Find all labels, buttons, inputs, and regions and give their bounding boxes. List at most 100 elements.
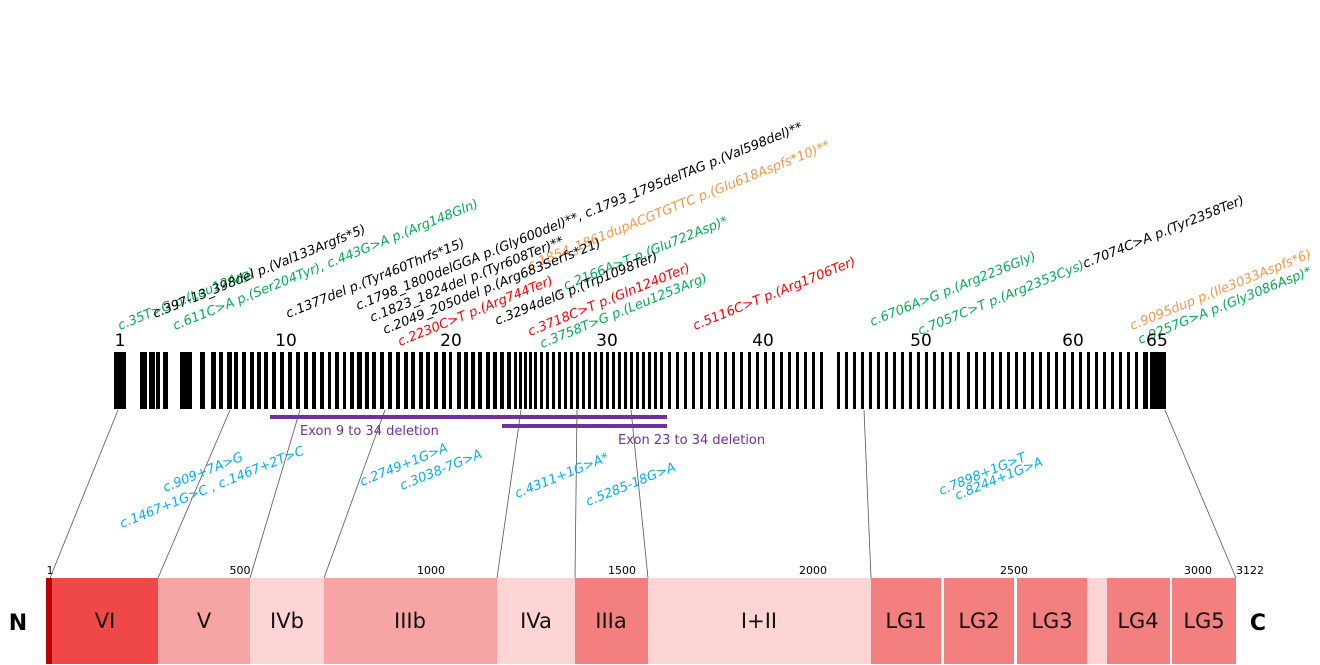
exon-bar bbox=[588, 352, 591, 409]
exon-bar bbox=[396, 352, 400, 409]
exon-bar bbox=[478, 352, 482, 409]
deletions: Exon 9 to 34 deletion Exon 23 to 34 dele… bbox=[270, 415, 765, 448]
domain-label: LG4 bbox=[1117, 609, 1158, 633]
connector-line bbox=[1164, 409, 1237, 579]
exon-bar bbox=[1119, 352, 1122, 409]
connector-line bbox=[863, 409, 872, 579]
exon-bar bbox=[426, 352, 430, 409]
domain-iiia bbox=[575, 578, 648, 664]
domain-iva bbox=[497, 578, 575, 664]
exon-bar bbox=[624, 352, 627, 409]
domain-label: LG3 bbox=[1031, 609, 1072, 633]
exon-bar bbox=[756, 352, 759, 409]
exon-bar bbox=[200, 352, 205, 409]
exon-bar bbox=[877, 352, 880, 409]
exon-bar bbox=[885, 352, 888, 409]
exon-bar bbox=[1103, 352, 1106, 409]
exon-bar bbox=[861, 352, 864, 409]
exon-number: 1 bbox=[115, 331, 126, 351]
exon-bar bbox=[668, 352, 671, 409]
exon-bar bbox=[606, 352, 609, 409]
exon-bar bbox=[1015, 352, 1018, 409]
exon-bar bbox=[909, 352, 912, 409]
protein-domains: VI V IVb IIIb IVa IIIa I+II LG1 LG2 LG3 … bbox=[9, 578, 1266, 664]
exon-bar bbox=[1135, 352, 1138, 409]
exon-bar bbox=[630, 352, 633, 409]
exon-bar bbox=[716, 352, 719, 409]
exon-bar bbox=[296, 352, 300, 409]
exon-bars bbox=[114, 352, 1166, 409]
exon-bar bbox=[820, 352, 823, 409]
exon-bar bbox=[546, 352, 549, 409]
exon-bar bbox=[335, 352, 339, 409]
domain-iiib bbox=[324, 578, 497, 664]
exon-bar bbox=[411, 352, 415, 409]
exon-bar bbox=[272, 352, 276, 409]
domain-label: IVb bbox=[270, 609, 304, 633]
exon-bar bbox=[796, 352, 799, 409]
exon-bar bbox=[1047, 352, 1050, 409]
exon-bar bbox=[1031, 352, 1034, 409]
ruler-label: 3122 bbox=[1236, 564, 1264, 577]
deletion-label: Exon 23 to 34 deletion bbox=[618, 433, 765, 448]
exon-bar bbox=[788, 352, 791, 409]
exon-bar bbox=[764, 352, 767, 409]
protein-ruler: 1 500 1000 1500 2000 2500 3000 3122 bbox=[47, 564, 1265, 577]
exon-bar bbox=[700, 352, 703, 409]
exon-bar bbox=[1079, 352, 1082, 409]
exon-bar bbox=[519, 352, 522, 409]
exon-bar bbox=[636, 352, 639, 409]
exon-bar bbox=[1150, 352, 1166, 409]
exon-bar bbox=[350, 352, 354, 409]
exon-bar bbox=[1127, 352, 1130, 409]
exon-bar bbox=[582, 352, 585, 409]
exon-bar bbox=[869, 352, 872, 409]
linker-region bbox=[1087, 578, 1107, 664]
domain-label: LG2 bbox=[958, 609, 999, 633]
domain-label: V bbox=[197, 609, 212, 633]
exon-bar bbox=[500, 352, 504, 409]
exon-bar bbox=[576, 352, 579, 409]
domain-vi bbox=[52, 578, 158, 664]
exon-bar bbox=[660, 352, 663, 409]
domain-label: IIIa bbox=[595, 609, 626, 633]
exon-bar bbox=[486, 352, 490, 409]
exon-bar bbox=[149, 352, 155, 409]
exon-bar bbox=[901, 352, 904, 409]
exon-bar bbox=[1023, 352, 1026, 409]
exon-bar bbox=[724, 352, 727, 409]
domain-lg3 bbox=[1017, 578, 1087, 664]
ruler-label: 3000 bbox=[1184, 564, 1212, 577]
exon-bar bbox=[357, 352, 362, 409]
exon-bar bbox=[540, 352, 543, 409]
exon-bar bbox=[917, 352, 920, 409]
splice-variants: c.909+7A>G c.1467+1G>C , c.1467+2T>C c.2… bbox=[118, 441, 1045, 532]
domain-label: LG1 bbox=[885, 609, 926, 633]
domain-i-ii bbox=[648, 578, 871, 664]
exon-bar bbox=[564, 352, 567, 409]
exon-bar bbox=[1087, 352, 1090, 409]
exon-bar bbox=[442, 352, 446, 409]
domain-label: VI bbox=[95, 609, 116, 633]
domain-label: I+II bbox=[741, 609, 777, 633]
exon-number: 50 bbox=[910, 331, 932, 351]
exon-bar bbox=[211, 352, 216, 409]
exon-number: 40 bbox=[752, 331, 774, 351]
exon-bar bbox=[464, 352, 468, 409]
exon-bar bbox=[967, 352, 970, 409]
domain-label: IIIb bbox=[394, 609, 426, 633]
exon-bar bbox=[471, 352, 475, 409]
exon-bar bbox=[676, 352, 679, 409]
exon-bar bbox=[534, 352, 537, 409]
splice-variant-label: c.1467+1G>C , c.1467+2T>C bbox=[118, 444, 308, 532]
exon-bar bbox=[853, 352, 856, 409]
exon-bar bbox=[983, 352, 986, 409]
domain-v bbox=[158, 578, 250, 664]
exon-bar bbox=[264, 352, 268, 409]
ruler-label: 1000 bbox=[417, 564, 445, 577]
exon-bar bbox=[380, 352, 384, 409]
exon-bar bbox=[1095, 352, 1098, 409]
exon-number: 60 bbox=[1062, 331, 1084, 351]
exon-bar bbox=[388, 352, 392, 409]
exon-bar bbox=[648, 352, 651, 409]
